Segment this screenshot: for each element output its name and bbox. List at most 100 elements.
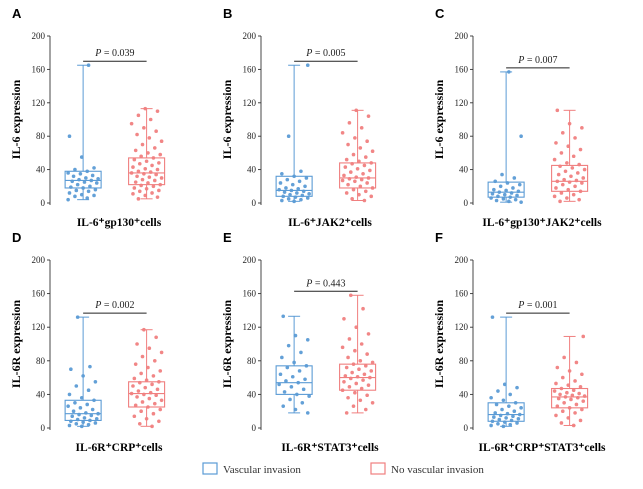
box-vascular xyxy=(64,63,102,202)
data-point xyxy=(78,171,83,176)
data-point xyxy=(131,192,135,196)
data-point xyxy=(151,184,156,189)
data-point xyxy=(132,376,137,381)
data-point xyxy=(148,390,153,395)
p-value: P = 0.443 xyxy=(305,278,345,289)
data-point xyxy=(139,183,143,188)
data-point xyxy=(303,377,307,382)
data-point xyxy=(567,121,572,126)
data-point xyxy=(581,176,586,180)
data-point xyxy=(305,196,310,200)
data-point xyxy=(67,191,72,195)
data-point xyxy=(363,407,368,412)
data-point xyxy=(351,404,356,408)
data-point xyxy=(155,109,160,113)
box-vascular xyxy=(275,63,313,204)
p-value: P = 0.002 xyxy=(94,300,134,311)
panel-f: F 0 40 80 120 160 200 IL-6R expression IL-6R⁺CRP… xyxy=(432,230,606,454)
data-point xyxy=(565,196,569,200)
data-point xyxy=(307,192,311,196)
data-point xyxy=(151,374,156,378)
data-point xyxy=(142,126,146,130)
y-tick-label: 0 xyxy=(252,198,257,208)
data-point xyxy=(494,198,499,203)
data-point xyxy=(490,192,495,196)
data-point xyxy=(143,106,148,111)
y-axis-label: IL-6 expression xyxy=(432,79,446,159)
data-point xyxy=(142,327,146,332)
data-point xyxy=(362,163,367,168)
data-point xyxy=(296,380,301,385)
data-point xyxy=(340,345,345,350)
data-point xyxy=(69,367,73,372)
y-tick-label: 40 xyxy=(36,389,46,399)
data-point xyxy=(90,407,95,412)
data-point xyxy=(489,395,493,400)
y-tick-label: 200 xyxy=(243,255,257,265)
data-point xyxy=(147,175,152,179)
y-tick-label: 200 xyxy=(32,31,46,41)
data-point xyxy=(148,170,153,174)
data-point xyxy=(299,197,303,202)
data-point xyxy=(493,411,498,415)
data-point xyxy=(500,172,504,177)
data-point xyxy=(368,375,372,380)
data-point xyxy=(303,184,307,189)
y-tick-label: 160 xyxy=(32,289,46,299)
data-point xyxy=(346,142,350,147)
data-point xyxy=(340,388,345,393)
y-tick-label: 120 xyxy=(32,98,46,108)
data-point xyxy=(355,374,360,379)
data-point xyxy=(277,382,281,387)
panel-letter: F xyxy=(435,230,443,245)
data-point xyxy=(297,179,302,184)
data-point xyxy=(580,372,584,377)
data-point xyxy=(66,404,70,408)
data-point xyxy=(289,188,294,193)
data-point xyxy=(305,63,310,68)
data-point xyxy=(573,184,577,189)
data-point xyxy=(133,362,138,366)
x-axis-label: IL-6R⁺CRP⁺STAT3⁺cells xyxy=(478,442,606,454)
data-point xyxy=(285,365,290,370)
box-no-vascular xyxy=(128,106,166,201)
data-point xyxy=(489,196,493,200)
data-point xyxy=(132,414,137,419)
data-point xyxy=(140,400,145,404)
panel-letter: A xyxy=(12,6,22,21)
data-point xyxy=(498,184,503,189)
data-point xyxy=(85,402,90,407)
p-value: P = 0.039 xyxy=(94,48,134,59)
data-point xyxy=(131,384,135,388)
data-point xyxy=(490,419,495,424)
data-point xyxy=(358,146,363,150)
data-point xyxy=(504,188,508,193)
data-point xyxy=(146,365,150,370)
legend-label-no-vascular: No vascular invasion xyxy=(391,464,484,476)
data-point xyxy=(154,393,158,398)
data-point xyxy=(159,398,164,403)
data-point xyxy=(84,176,88,180)
data-point xyxy=(307,394,311,398)
data-point xyxy=(566,187,571,192)
data-point xyxy=(562,355,566,360)
data-point xyxy=(75,182,80,187)
data-point xyxy=(504,416,508,420)
data-point xyxy=(348,170,353,174)
data-point xyxy=(94,416,99,421)
data-point xyxy=(89,413,94,418)
data-point xyxy=(570,166,575,170)
data-point xyxy=(560,131,565,135)
data-point xyxy=(150,424,154,429)
data-point xyxy=(507,70,511,74)
p-value: P = 0.001 xyxy=(517,300,557,311)
data-point xyxy=(515,193,519,198)
data-point xyxy=(577,162,581,167)
data-point xyxy=(554,186,558,190)
data-point xyxy=(369,369,374,373)
data-point xyxy=(139,409,143,414)
data-point xyxy=(78,406,83,410)
data-point xyxy=(366,332,371,336)
legend: Vascular invasion No vascular invasion xyxy=(202,462,484,476)
iqr-box xyxy=(339,162,377,189)
